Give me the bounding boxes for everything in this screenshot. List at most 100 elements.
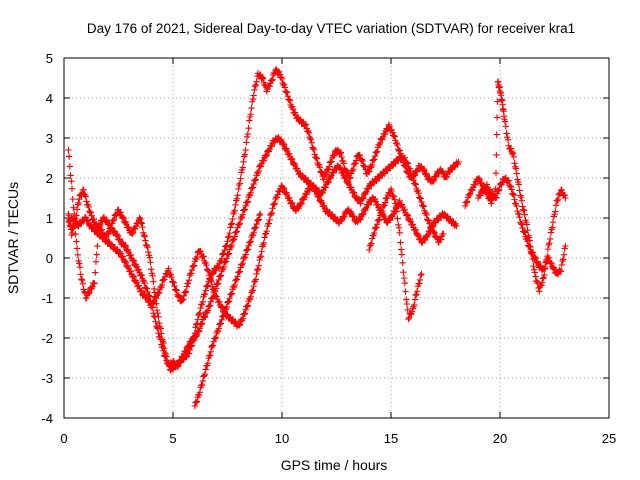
data-point [529,249,536,256]
data-point [305,129,313,137]
data-point [243,247,250,254]
data-point [342,173,349,181]
data-point [172,286,180,293]
y-tick-label: 1 [46,211,53,226]
data-point [384,195,391,202]
data-point [225,233,233,240]
data-point [79,280,87,288]
data-point [390,132,398,139]
data-point [104,230,111,237]
data-point [271,200,278,207]
data-point [516,214,523,221]
data-point [398,251,406,258]
data-point [366,168,373,175]
data-point [268,77,276,84]
data-point [299,195,307,202]
data-point [312,187,320,195]
data-point [280,184,287,192]
data-point [132,262,139,269]
data-point [509,190,517,198]
data-point [195,391,203,399]
data-point [121,219,129,227]
data-point [286,97,294,104]
data-point [445,168,453,176]
data-point [495,187,502,194]
data-point [257,210,264,218]
data-point [371,197,378,204]
data-point [138,220,145,227]
data-point [223,303,230,311]
data-point [431,229,438,236]
data-point [283,89,291,96]
data-point [415,189,422,197]
data-point [258,248,265,255]
data-point [251,225,258,232]
data-point [517,220,525,227]
data-point [211,335,219,342]
data-point [142,294,150,302]
data-point [143,285,151,292]
data-point [235,181,243,189]
data-point [339,169,347,176]
data-point [201,314,208,321]
data-point [280,141,288,148]
data-point [252,81,260,89]
x-tick-label: 0 [60,431,67,446]
series-track-d [191,210,264,410]
data-point [330,152,337,160]
data-point [281,84,289,91]
data-point [253,78,260,85]
data-point [411,296,419,303]
data-point [207,277,214,284]
data-point [326,163,333,170]
data-point [249,287,256,295]
data-point [221,246,228,254]
data-point [415,232,422,240]
data-point [497,180,504,187]
data-point [223,254,230,262]
data-point [359,157,366,165]
data-point [394,215,401,222]
data-point [233,228,241,235]
data-point [88,212,95,219]
data-point [437,236,445,243]
data-point [238,169,245,176]
data-point [141,279,148,287]
data-point [320,202,328,209]
data-point [513,170,520,177]
data-point [243,133,251,141]
data-point [233,276,241,283]
data-point [381,131,389,138]
data-point [276,188,284,195]
data-point [318,169,326,176]
data-point [478,179,486,187]
data-point [361,205,369,213]
data-point [168,274,175,281]
data-point [98,226,105,233]
data-point [373,224,380,231]
data-point [129,272,137,280]
data-point [289,105,297,113]
data-point [556,266,563,274]
data-point [190,262,198,269]
data-point [385,121,393,129]
data-point [263,228,270,235]
data-point [298,200,305,207]
data-point [77,271,84,278]
data-point [403,211,411,218]
data-point [201,290,209,298]
data-point [124,263,131,271]
data-point [145,248,152,256]
data-point [411,301,418,309]
data-point [225,250,233,257]
data-point [256,212,263,219]
data-point [545,241,552,248]
data-point [238,214,246,221]
data-point [141,233,148,240]
data-point [252,176,260,183]
data-point [65,146,72,154]
data-point [560,251,568,258]
data-point [515,210,523,218]
data-point [75,199,82,207]
